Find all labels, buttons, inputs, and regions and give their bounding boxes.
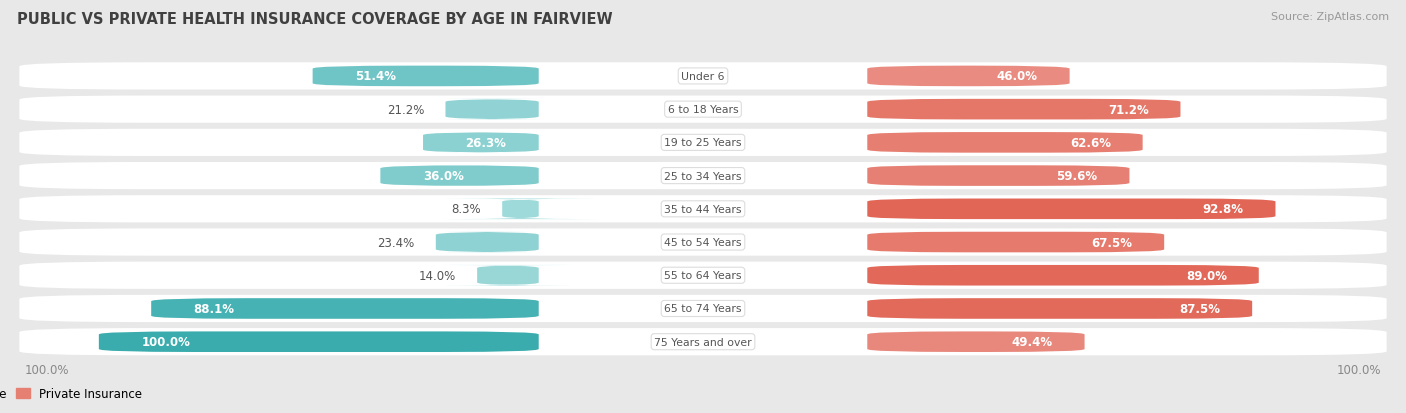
Text: 88.1%: 88.1% [194,302,235,315]
Text: 55 to 64 Years: 55 to 64 Years [664,271,742,280]
FancyBboxPatch shape [868,166,1129,186]
FancyBboxPatch shape [868,133,1143,153]
FancyBboxPatch shape [436,232,538,253]
FancyBboxPatch shape [98,332,538,352]
FancyBboxPatch shape [20,163,1386,190]
FancyBboxPatch shape [152,299,538,319]
Text: 35 to 44 Years: 35 to 44 Years [664,204,742,214]
Text: 25 to 34 Years: 25 to 34 Years [664,171,742,181]
Text: 92.8%: 92.8% [1202,203,1244,216]
FancyBboxPatch shape [868,299,1253,319]
Text: 51.4%: 51.4% [356,70,396,83]
Text: 46.0%: 46.0% [997,70,1038,83]
FancyBboxPatch shape [20,295,1386,322]
FancyBboxPatch shape [423,133,538,153]
FancyBboxPatch shape [868,199,1275,220]
FancyBboxPatch shape [20,129,1386,157]
FancyBboxPatch shape [20,262,1386,289]
Text: 36.0%: 36.0% [423,170,464,183]
Text: 100.0%: 100.0% [141,335,190,348]
Text: 75 Years and over: 75 Years and over [654,337,752,347]
FancyBboxPatch shape [20,328,1386,356]
Text: 71.2%: 71.2% [1108,103,1149,116]
FancyBboxPatch shape [20,63,1386,90]
Text: 26.3%: 26.3% [465,137,506,150]
Text: PUBLIC VS PRIVATE HEALTH INSURANCE COVERAGE BY AGE IN FAIRVIEW: PUBLIC VS PRIVATE HEALTH INSURANCE COVER… [17,12,613,27]
Legend: Public Insurance, Private Insurance: Public Insurance, Private Insurance [0,382,146,404]
FancyBboxPatch shape [868,66,1070,87]
FancyBboxPatch shape [868,265,1258,286]
Text: 59.6%: 59.6% [1056,170,1098,183]
Text: 89.0%: 89.0% [1187,269,1227,282]
FancyBboxPatch shape [20,229,1386,256]
Text: 19 to 25 Years: 19 to 25 Years [664,138,742,148]
Text: 6 to 18 Years: 6 to 18 Years [668,105,738,115]
Text: 100.0%: 100.0% [1337,363,1381,377]
FancyBboxPatch shape [443,100,541,120]
Text: 67.5%: 67.5% [1091,236,1132,249]
FancyBboxPatch shape [443,265,572,286]
FancyBboxPatch shape [868,100,1181,120]
Text: 87.5%: 87.5% [1180,302,1220,315]
FancyBboxPatch shape [868,232,1164,253]
Text: 65 to 74 Years: 65 to 74 Years [664,304,742,314]
FancyBboxPatch shape [20,96,1386,123]
FancyBboxPatch shape [20,196,1386,223]
Text: 45 to 54 Years: 45 to 54 Years [664,237,742,247]
Text: 21.2%: 21.2% [387,103,425,116]
Text: 23.4%: 23.4% [377,236,415,249]
FancyBboxPatch shape [312,66,538,87]
Text: Source: ZipAtlas.com: Source: ZipAtlas.com [1271,12,1389,22]
FancyBboxPatch shape [381,166,538,186]
Text: 8.3%: 8.3% [451,203,481,216]
Text: 62.6%: 62.6% [1070,137,1111,150]
Text: 49.4%: 49.4% [1012,335,1053,348]
FancyBboxPatch shape [868,332,1084,352]
FancyBboxPatch shape [443,199,598,220]
Text: 100.0%: 100.0% [25,363,69,377]
Text: Under 6: Under 6 [682,72,724,82]
Text: 14.0%: 14.0% [419,269,456,282]
